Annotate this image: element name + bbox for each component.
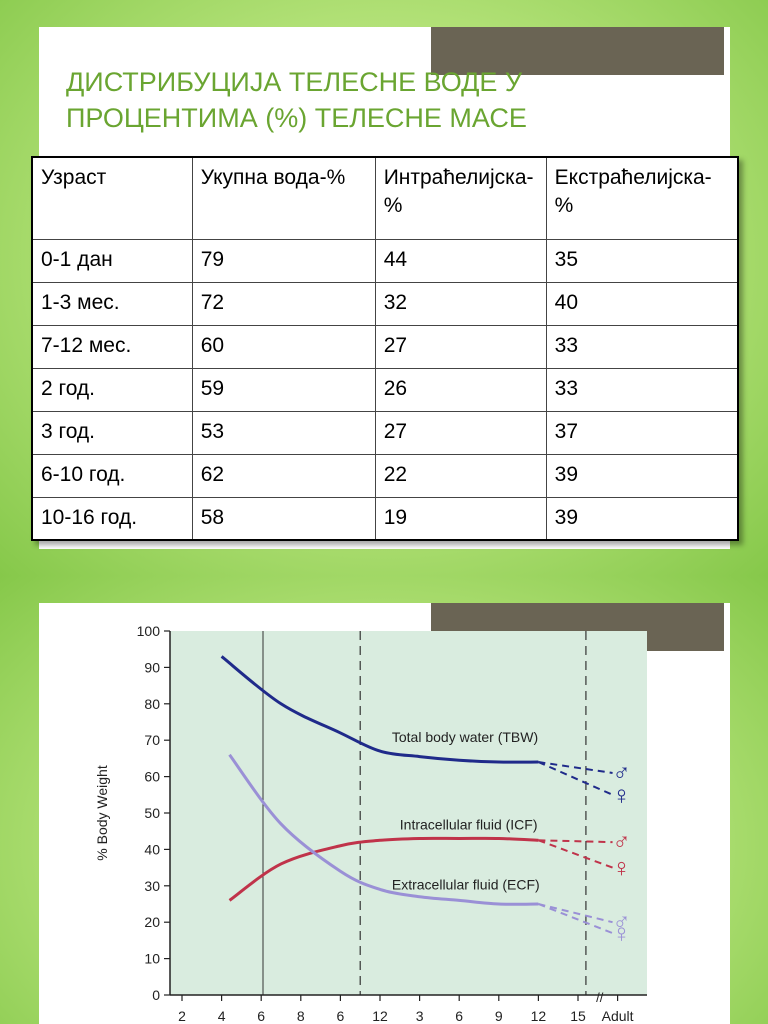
y-tick-label: 30	[144, 878, 160, 894]
cell-extra: 40	[545, 281, 739, 326]
y-tick-label: 90	[144, 659, 160, 675]
y-axis-label: % Body Weight	[94, 765, 110, 861]
cell-total: 72	[191, 281, 376, 326]
table-row: 1-3 мес. 72 32 40	[31, 281, 739, 326]
slide-1: ДИСТРИБУЦИЈА ТЕЛЕСНЕ ВОДЕ У ПРОЦЕНТИМА (…	[0, 0, 768, 576]
cell-intra: 44	[374, 238, 547, 283]
male-symbol-icon: ♂	[613, 759, 631, 786]
table-header-row: Узраст Укупна вода-% Интраћелијска- % Ек…	[31, 156, 739, 240]
ecf-line	[228, 753, 539, 906]
cell-age: 6-10 год.	[31, 453, 193, 498]
cell-total: 62	[191, 453, 376, 498]
slide-1-decor-tab	[428, 27, 727, 78]
table-row: 0-1 дан 79 44 35	[31, 238, 739, 283]
icf-male-projection	[538, 839, 613, 844]
male-symbol-icon: ♂	[613, 828, 631, 855]
x-tick-label: 2	[178, 1008, 186, 1021]
cell-age: 0-1 дан	[31, 238, 193, 283]
tbw-female-projection	[537, 761, 613, 796]
axis-break-mark: //	[596, 990, 604, 1005]
icf-label: Intracellular fluid (ICF)	[400, 816, 538, 832]
ecf-male-projection	[538, 903, 613, 924]
header-extracellular: Екстраћелијска-%	[545, 156, 739, 240]
y-tick-label: 20	[144, 914, 160, 930]
cell-intra: 27	[374, 324, 547, 369]
ecf-label: Extracellular fluid (ECF)	[392, 876, 540, 892]
header-age: Узраст	[31, 156, 193, 240]
x-tick-label: 6	[455, 1008, 463, 1021]
x-tick-label: Adult	[602, 1008, 634, 1021]
table-row: 10-16 год. 58 19 39	[31, 496, 739, 541]
cell-extra: 39	[545, 453, 739, 498]
y-tick-label: 70	[144, 732, 160, 748]
y-tick-label: 60	[144, 769, 160, 785]
y-tick-label: 100	[137, 623, 161, 639]
table-row: 6-10 год. 62 22 39	[31, 453, 739, 498]
cell-extra: 33	[545, 324, 739, 369]
x-tick-label: 12	[372, 1008, 388, 1021]
y-tick-label: 40	[144, 841, 160, 857]
cell-intra: 26	[374, 367, 547, 412]
x-tick-label: 6	[337, 1008, 345, 1021]
tbw-male-projection	[538, 761, 613, 774]
y-tick-label: 50	[144, 805, 160, 821]
x-tick-label: 12	[531, 1008, 547, 1021]
x-tick-label: 15	[570, 1008, 586, 1021]
icf-line	[228, 836, 539, 902]
cell-age: 2 год.	[31, 367, 193, 412]
cell-total: 79	[191, 238, 376, 283]
table-row: 3 год. 53 27 37	[31, 410, 739, 455]
cell-total: 58	[191, 496, 376, 541]
y-tick-label: 80	[144, 696, 160, 712]
cell-total: 53	[191, 410, 376, 455]
cell-extra: 37	[545, 410, 739, 455]
female-symbol-icon: ♀	[612, 780, 632, 810]
body-water-chart: 0 10 20 30 40 50 60 70 80 90 100 2 4 6 8 6 12 3 6 9 12 15 Adul…	[94, 623, 647, 1021]
cell-age: 10-16 год.	[31, 496, 193, 541]
cell-total: 59	[191, 367, 376, 412]
tbw-line	[220, 655, 539, 764]
table-row: 2 год. 59 26 33	[31, 367, 739, 412]
cell-intra: 27	[374, 410, 547, 455]
slide-2: 0 10 20 30 40 50 60 70 80 90 100 2 4 6 8 6 12 3 6 9 12 15 Adul…	[0, 576, 768, 1024]
tbw-label: Total body water (TBW)	[392, 729, 538, 745]
cell-extra: 35	[545, 238, 739, 283]
cell-age: 1-3 мес.	[31, 281, 193, 326]
cell-intra: 19	[374, 496, 547, 541]
cell-age: 7-12 мес.	[31, 324, 193, 369]
slide-title: ДИСТРИБУЦИЈА ТЕЛЕСНЕ ВОДЕ У ПРОЦЕНТИМА (…	[66, 67, 527, 133]
male-symbol-icon: ♂	[613, 908, 631, 935]
x-tick-label: 3	[416, 1008, 424, 1021]
cell-intra: 32	[374, 281, 547, 326]
cell-extra: 39	[545, 496, 739, 541]
table-row: 7-12 мес. 60 27 33	[31, 324, 739, 369]
cell-age: 3 год.	[31, 410, 193, 455]
x-tick-label: 4	[218, 1008, 226, 1021]
x-tick-label: 6	[257, 1008, 265, 1021]
y-tick-label: 10	[144, 951, 160, 967]
cell-extra: 33	[545, 367, 739, 412]
y-tick-label: 0	[152, 987, 160, 1003]
female-symbol-icon: ♀	[612, 918, 632, 948]
cell-intra: 22	[374, 453, 547, 498]
icf-female-projection	[538, 839, 613, 869]
header-intracellular: Интраћелијска- %	[374, 156, 547, 240]
ecf-female-projection	[538, 903, 613, 935]
plot-background	[170, 631, 647, 995]
cell-total: 60	[191, 324, 376, 369]
water-distribution-table: Узраст Укупна вода-% Интраћелијска- % Ек…	[31, 156, 739, 541]
female-symbol-icon: ♀	[612, 853, 632, 883]
x-tick-label: 9	[495, 1008, 503, 1021]
x-tick-label: 8	[297, 1008, 305, 1021]
header-total-water: Укупна вода-%	[191, 156, 376, 240]
